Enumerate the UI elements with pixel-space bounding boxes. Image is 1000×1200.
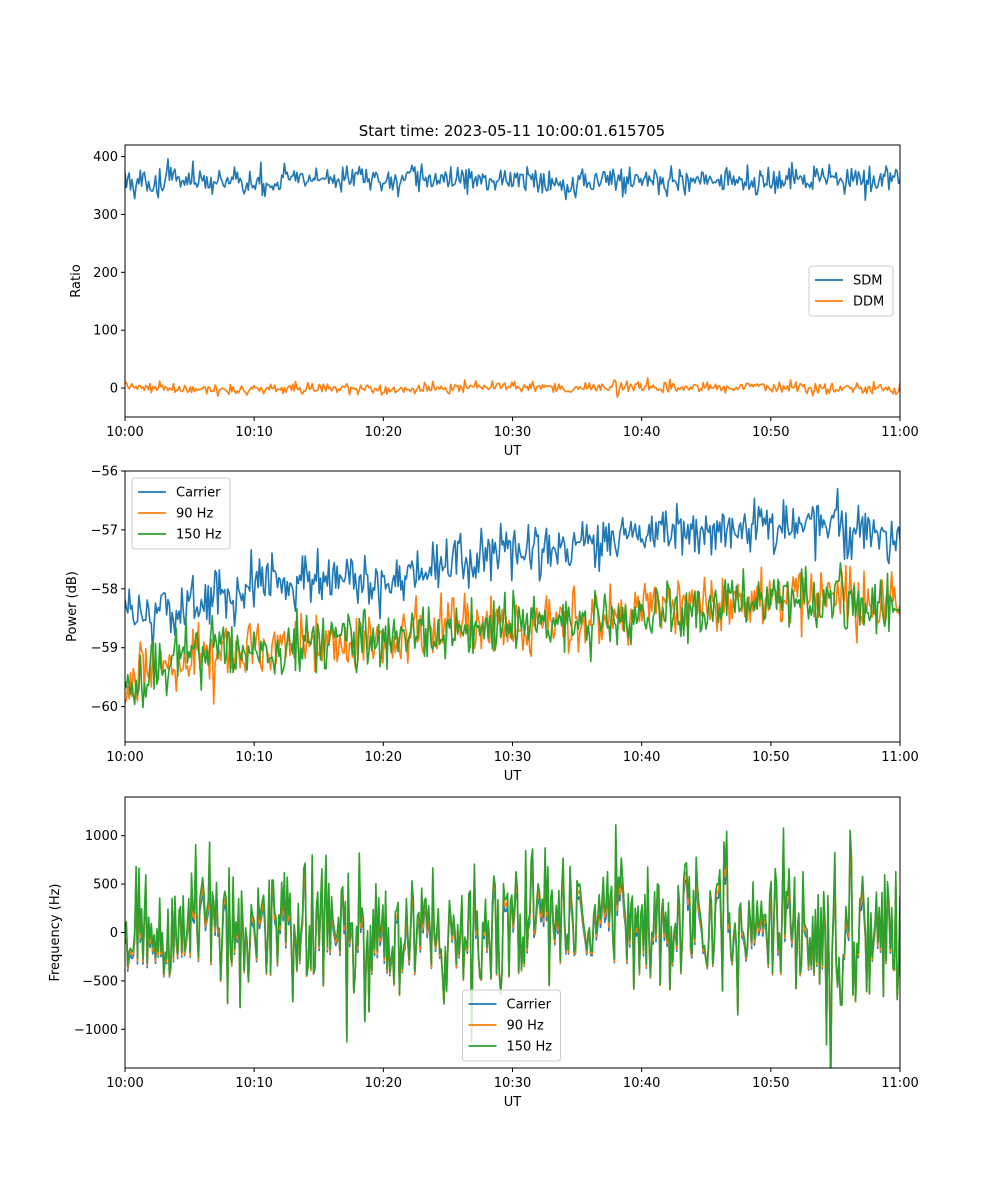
legend: Carrier 90 Hz 150 Hz [131,477,231,550]
y-tick-label: −58 [91,582,118,597]
series-group [125,487,900,709]
series-group [125,824,900,1068]
x-tick-label: 10:50 [752,1076,789,1091]
legend: Carrier 90 Hz 150 Hz [462,989,561,1062]
y-tick-label: −1000 [74,1023,118,1038]
power-chart: 10:00 10:10 10:20 10:30 10:40 10:50 11:00 −60 −5… [65,465,919,785]
legend-label: 90 Hz [507,1019,544,1034]
x-tick-label: 10:00 [106,750,143,765]
x-tick-label: 10:30 [494,1076,531,1091]
y-tick-label: 200 [93,266,118,281]
legend-label: Carrier [507,998,552,1013]
legend-label: DDM [853,295,884,310]
x-tick-label: 10:50 [752,750,789,765]
x-tick-label: 10:00 [106,425,143,440]
y-axis-label: Power (dB) [65,571,80,642]
series-line-carrier [125,487,900,655]
y-tick-label: −59 [91,641,118,656]
y-tick-label: −500 [82,974,118,989]
x-tick-label: 10:30 [494,425,531,440]
y-tick-label: −60 [91,700,118,715]
legend-label: 150 Hz [507,1040,553,1055]
legend-label: 90 Hz [176,507,213,522]
x-tick-label: 10:50 [752,425,789,440]
series-group [125,158,900,398]
x-tick-label: 10:00 [106,1076,143,1091]
x-tick-label: 10:40 [623,425,660,440]
series-line-ddm [125,377,900,398]
y-tick-label: 1000 [85,829,118,844]
figure-title: Start time: 2023-05-11 10:00:01.615705 [359,122,665,140]
x-tick-label: 10:40 [623,750,660,765]
x-tick-label: 10:20 [365,1076,402,1091]
x-tick-label: 11:00 [881,750,918,765]
x-tick-label: 10:20 [365,750,402,765]
y-tick-label: 300 [93,208,118,223]
series-line-sdm [125,158,900,201]
legend-box [131,477,231,550]
legend-label: Carrier [176,486,221,501]
series-line-150-hz [125,824,900,1068]
y-tick-label: 0 [110,382,118,397]
y-axis-label: Frequency (Hz) [48,883,63,981]
legend: SDM DDM [808,265,894,317]
x-axis-label: UT [504,1095,522,1110]
legend-box [462,989,561,1062]
series-line-150-hz [125,562,900,709]
y-axis-label: Ratio [69,264,84,297]
x-tick-label: 10:10 [235,425,272,440]
x-tick-label: 10:10 [235,750,272,765]
x-tick-label: 10:40 [623,1076,660,1091]
legend-box [808,265,894,317]
y-tick-label: 100 [93,324,118,339]
y-tick-label: −57 [91,523,118,538]
x-tick-label: 10:20 [365,425,402,440]
x-tick-label: 11:00 [881,1076,918,1091]
y-tick-label: 0 [110,926,118,941]
legend-label: SDM [853,274,882,289]
y-tick-label: 500 [93,878,118,893]
x-axis-label: UT [504,769,522,784]
y-tick-label: −56 [91,465,118,480]
x-tick-label: 11:00 [881,425,918,440]
x-tick-label: 10:10 [235,1076,272,1091]
frequency-chart: 10:00 10:10 10:20 10:30 10:40 10:50 11:00 −1000… [48,796,919,1110]
x-tick-label: 10:30 [494,750,531,765]
y-tick-label: 400 [93,150,118,165]
legend-label: 150 Hz [176,528,222,543]
x-axis-label: UT [504,444,522,459]
ratio-chart: 10:00 10:10 10:20 10:30 10:40 10:50 11:00 0 100 2… [69,144,919,459]
